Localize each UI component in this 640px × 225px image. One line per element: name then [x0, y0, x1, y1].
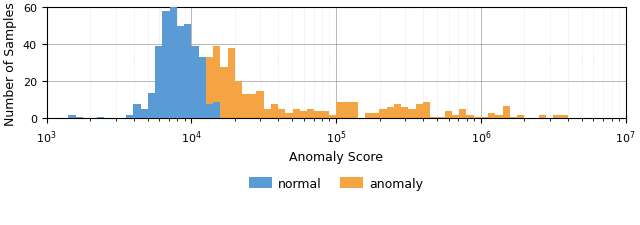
- Bar: [133, 104, 141, 119]
- Bar: [271, 104, 278, 119]
- Bar: [539, 115, 546, 119]
- Bar: [155, 47, 163, 119]
- Bar: [163, 101, 170, 119]
- Bar: [372, 113, 380, 119]
- Bar: [148, 93, 155, 119]
- Bar: [495, 115, 502, 119]
- Bar: [264, 110, 271, 119]
- Bar: [177, 27, 184, 119]
- Bar: [314, 112, 321, 119]
- Bar: [191, 47, 198, 119]
- Bar: [561, 115, 568, 119]
- Bar: [307, 110, 314, 119]
- Bar: [141, 110, 148, 119]
- Bar: [242, 95, 249, 119]
- Bar: [502, 106, 510, 119]
- Bar: [430, 117, 437, 119]
- Bar: [206, 58, 213, 119]
- Bar: [198, 65, 206, 119]
- Bar: [170, 4, 177, 119]
- Bar: [452, 115, 459, 119]
- Bar: [351, 102, 358, 119]
- Bar: [321, 112, 329, 119]
- Bar: [445, 112, 452, 119]
- Bar: [249, 95, 257, 119]
- Bar: [285, 113, 292, 119]
- Bar: [401, 108, 408, 119]
- Bar: [474, 117, 481, 119]
- Bar: [278, 110, 285, 119]
- Bar: [76, 117, 83, 119]
- Bar: [170, 95, 177, 119]
- Bar: [488, 113, 495, 119]
- Bar: [257, 91, 264, 119]
- Bar: [387, 108, 394, 119]
- Bar: [191, 51, 198, 119]
- Bar: [365, 113, 372, 119]
- Bar: [300, 112, 307, 119]
- Bar: [206, 104, 213, 119]
- Bar: [163, 12, 170, 119]
- Bar: [343, 102, 351, 119]
- Bar: [292, 110, 300, 119]
- Y-axis label: Number of Samples: Number of Samples: [4, 2, 17, 125]
- Legend: normal, anomaly: normal, anomaly: [244, 172, 428, 195]
- Bar: [394, 104, 401, 119]
- Bar: [184, 73, 191, 119]
- Bar: [510, 117, 517, 119]
- Bar: [329, 115, 336, 119]
- Bar: [553, 115, 561, 119]
- Bar: [408, 110, 416, 119]
- Bar: [213, 102, 220, 119]
- Bar: [380, 110, 387, 119]
- Bar: [235, 82, 242, 119]
- Bar: [126, 115, 133, 119]
- Bar: [220, 67, 227, 119]
- Bar: [213, 47, 220, 119]
- Bar: [184, 25, 191, 119]
- Bar: [177, 62, 184, 119]
- Bar: [517, 115, 524, 119]
- Bar: [68, 115, 76, 119]
- Bar: [227, 49, 235, 119]
- X-axis label: Anomaly Score: Anomaly Score: [289, 151, 383, 164]
- Bar: [459, 110, 467, 119]
- Bar: [336, 102, 343, 119]
- Bar: [423, 102, 430, 119]
- Bar: [416, 104, 423, 119]
- Bar: [198, 58, 206, 119]
- Bar: [437, 117, 445, 119]
- Bar: [97, 117, 104, 119]
- Bar: [155, 110, 163, 119]
- Bar: [481, 117, 488, 119]
- Bar: [467, 115, 474, 119]
